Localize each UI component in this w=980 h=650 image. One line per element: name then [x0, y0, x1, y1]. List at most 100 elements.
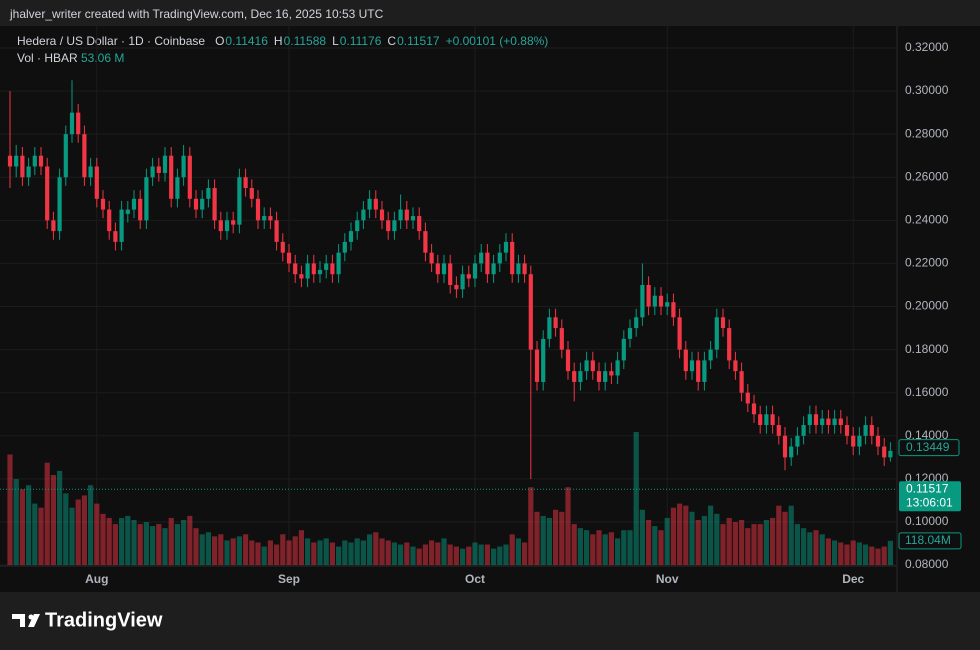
candle-body: [212, 188, 217, 221]
volume-bar: [274, 544, 280, 565]
candle-body: [224, 220, 230, 232]
volume-bar: [751, 524, 757, 565]
candle-body: [813, 414, 819, 426]
candle-body: [689, 360, 695, 372]
candle-body: [392, 220, 397, 232]
volume-bar: [825, 538, 831, 565]
candle-body: [553, 317, 558, 329]
volume-bar: [608, 532, 614, 565]
volume-bar: [168, 517, 174, 565]
volume-bar: [621, 530, 627, 565]
volume-title: Vol · HBAR: [17, 51, 78, 65]
candle-body: [38, 155, 44, 167]
volume-bar: [94, 503, 100, 565]
volume-bar: [38, 507, 44, 565]
legend-value: 0.11588: [284, 34, 327, 48]
candle-body: [274, 220, 279, 242]
volume-bar: [187, 515, 193, 565]
chart-pane: [0, 26, 980, 592]
candle-body: [175, 177, 180, 199]
candle-body: [243, 177, 248, 189]
volume-bar: [540, 515, 546, 565]
candle-body: [603, 371, 608, 382]
volume-bar: [528, 487, 534, 565]
volume-bar: [695, 519, 701, 565]
candle-body: [231, 220, 236, 225]
volume-bar: [174, 524, 180, 565]
candle-body: [94, 166, 99, 199]
volume-bar: [398, 544, 404, 565]
candle-body: [119, 209, 124, 242]
candle-body: [63, 134, 68, 178]
price-label: 0.11517: [906, 481, 949, 495]
candle-body: [807, 414, 812, 426]
volume-bar: [19, 489, 25, 565]
volume-bar: [683, 505, 689, 565]
volume-bar: [236, 536, 242, 565]
volume-bar: [342, 540, 348, 565]
volume-label: 118.04M: [905, 533, 951, 547]
y-tick-label: 0.32000: [905, 40, 949, 54]
candle-body: [782, 435, 788, 458]
candle-body: [590, 360, 595, 372]
candle-body: [677, 317, 682, 350]
volume-bar: [125, 515, 131, 565]
legend-label: O: [215, 34, 224, 48]
y-tick-label: 0.28000: [905, 126, 949, 140]
volume-bar: [298, 530, 304, 565]
candle-body: [249, 188, 254, 199]
volume-bar: [391, 542, 397, 565]
candle-body: [789, 446, 794, 458]
candle-body: [107, 209, 112, 232]
candle-body: [522, 263, 527, 275]
volume-bar: [267, 540, 273, 565]
volume-bar: [460, 548, 466, 565]
volume-bar: [782, 511, 788, 565]
candle-body: [696, 360, 701, 382]
volume-bar: [732, 522, 738, 565]
candle-body: [348, 231, 354, 242]
volume-bar: [50, 474, 56, 565]
candle-body: [373, 198, 378, 210]
candle-body: [169, 155, 174, 199]
countdown: 13:06:01: [906, 495, 953, 509]
candle-body: [844, 425, 850, 436]
candle-body: [342, 241, 347, 253]
grid: [0, 26, 897, 566]
y-tick-label: 0.26000: [905, 169, 949, 183]
candle-body: [237, 177, 242, 225]
candle-body: [671, 302, 676, 318]
volume-bar: [119, 517, 125, 565]
volume-bar: [199, 534, 205, 565]
volume-bar: [88, 485, 94, 565]
x-tick-label: Oct: [465, 572, 485, 586]
volume-bar: [615, 538, 621, 565]
candle-body: [764, 414, 769, 426]
candle-body: [541, 338, 546, 382]
candle-body: [745, 392, 750, 404]
candle-body: [57, 177, 62, 232]
volume-bar: [577, 528, 583, 565]
candle-body: [7, 155, 13, 167]
logo-dot: [28, 614, 34, 620]
candle-body: [311, 263, 316, 275]
volume-bar: [844, 544, 850, 565]
y-tick-label: 0.24000: [905, 213, 949, 227]
volume-bar: [670, 507, 676, 565]
volume-bar: [150, 526, 156, 565]
volume-bar: [7, 454, 13, 565]
candle-body: [460, 274, 465, 290]
candle-body: [336, 252, 341, 275]
volume-pane: [7, 432, 893, 565]
volume-bar: [745, 528, 751, 565]
volume-bar: [757, 524, 763, 565]
candle-body: [652, 295, 657, 307]
volume-bar: [887, 540, 893, 565]
candle-body: [472, 263, 478, 279]
volume-bar: [534, 511, 540, 565]
candle-body: [528, 274, 533, 350]
y-tick-label: 0.22000: [905, 256, 949, 270]
volume-bar: [447, 544, 453, 565]
volume-bar: [143, 522, 149, 565]
